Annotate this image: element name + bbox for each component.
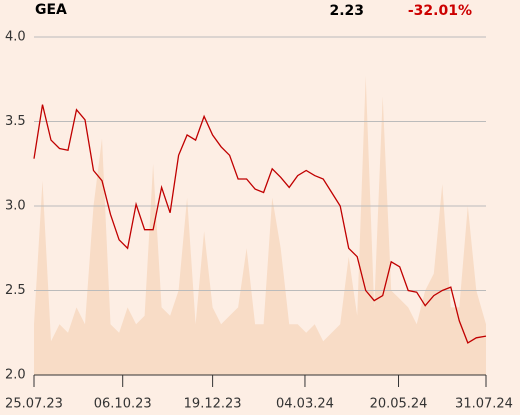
price-line <box>33 104 487 344</box>
y-tick-label: 2.0 <box>5 368 26 383</box>
y-tick-label: 3.0 <box>5 199 26 214</box>
ticker: GEA <box>35 2 67 18</box>
y-tick-label: 4.0 <box>5 30 26 45</box>
change: -32.01% <box>408 3 472 19</box>
x-tick-label: 20.05.24 <box>370 397 428 412</box>
last-price: 2.23 <box>329 3 364 19</box>
volume-area <box>34 75 486 376</box>
y-tick-label: 2.5 <box>5 283 26 298</box>
x-tick-label: 31.07.24 <box>455 397 513 412</box>
x-tick-label: 25.07.23 <box>5 397 63 412</box>
x-tick-label: 19.12.23 <box>184 397 242 412</box>
x-tick-label: 04.03.24 <box>276 397 334 412</box>
y-tick-label: 3.5 <box>5 114 26 129</box>
x-tick-label: 06.10.23 <box>94 397 152 412</box>
